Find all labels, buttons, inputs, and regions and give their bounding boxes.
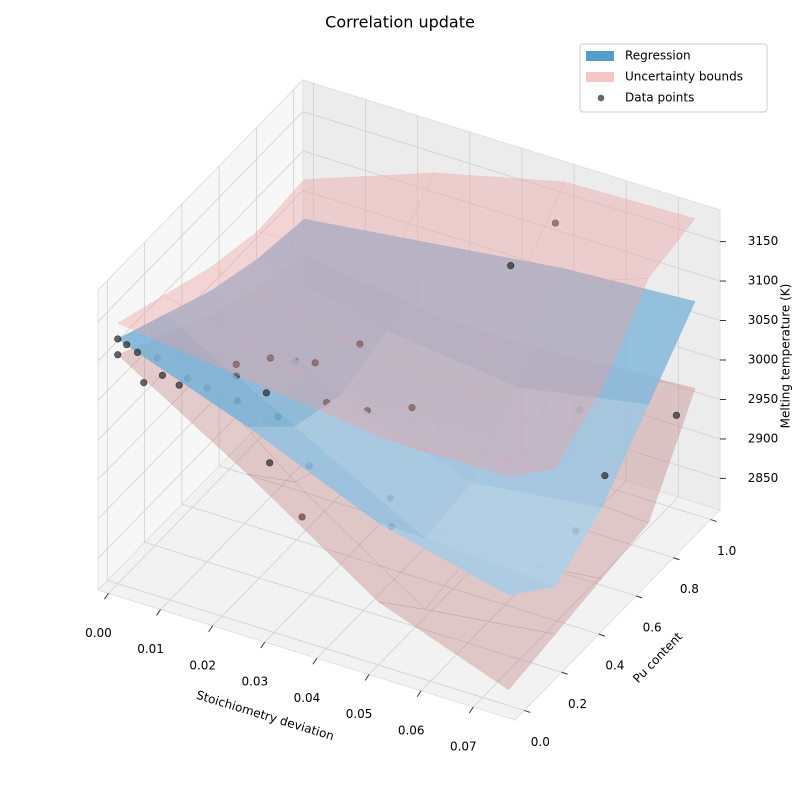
z-tick-label: 2850 <box>748 471 779 485</box>
z-axis-label: Melting temperature (K) <box>779 284 793 429</box>
data-point <box>408 404 416 412</box>
legend: Regression Uncertainty bounds Data points <box>579 43 768 113</box>
data-point <box>507 262 515 270</box>
uncertainty-surface <box>117 294 296 380</box>
data-point <box>551 219 560 227</box>
y-tick <box>710 519 717 523</box>
grid-line <box>107 580 525 711</box>
x-tick-label: 0.02 <box>189 658 216 672</box>
chart-title: Correlation update <box>325 13 475 32</box>
y-tick-label: 0.6 <box>643 620 662 634</box>
plot-area <box>114 172 696 691</box>
uncertainty-surface <box>247 371 426 452</box>
grid-line <box>97 190 304 401</box>
uncertainty-surface <box>471 277 649 390</box>
x-tick-label: 0.01 <box>137 642 164 656</box>
uncertainty-surface <box>378 601 556 691</box>
data-point <box>158 371 167 379</box>
y-tick-label: 0.8 <box>680 582 699 596</box>
data-point <box>175 381 183 389</box>
z-tick-label: 3150 <box>748 234 779 248</box>
x-tick-label: 0.04 <box>294 691 321 705</box>
uncertainty-surface <box>210 231 389 340</box>
x-tick <box>104 592 109 600</box>
uncertainty-surface <box>340 267 519 389</box>
x-tick <box>364 674 370 681</box>
legend-label: Uncertainty bounds <box>625 70 743 84</box>
x-tick <box>260 641 266 649</box>
x-tick-label: 0.07 <box>450 740 477 754</box>
y-tick-label: 0.2 <box>568 697 587 711</box>
legend-marker <box>597 94 605 102</box>
data-point <box>262 389 270 397</box>
data-point <box>298 513 306 521</box>
legend-box <box>579 43 768 113</box>
x-tick-label: 0.00 <box>85 626 112 640</box>
data-point <box>311 359 319 367</box>
x-tick <box>156 609 161 616</box>
grid-line <box>181 503 599 635</box>
grid-line <box>302 150 721 282</box>
y-tick <box>561 671 568 675</box>
x-tick <box>312 657 318 665</box>
data-point <box>114 351 122 359</box>
z-tick-label: 2900 <box>748 431 779 445</box>
x-tick <box>416 690 422 698</box>
x-tick-label: 0.06 <box>398 723 425 737</box>
uncertainty-surface <box>517 181 696 286</box>
legend-swatch <box>586 51 614 61</box>
legend-label: Data points <box>625 91 694 105</box>
grid-line <box>473 496 679 708</box>
y-tick-label: 0.4 <box>605 659 624 673</box>
uncertainty-surface <box>424 387 603 469</box>
data-point <box>672 411 681 419</box>
data-point <box>114 335 122 343</box>
uncertainty-surface <box>387 172 566 286</box>
data-point <box>232 360 240 368</box>
grid-line <box>97 111 304 322</box>
regression-surface <box>378 522 557 596</box>
grid-line <box>144 541 562 673</box>
y-tick <box>673 557 680 561</box>
legend-label: Regression <box>625 49 691 63</box>
uncertainty-surface <box>294 339 472 452</box>
legend-swatch <box>586 72 614 82</box>
x-tick <box>468 706 474 714</box>
z-tick-label: 3100 <box>748 274 779 288</box>
y-tick <box>598 633 606 637</box>
data-point <box>266 459 274 467</box>
grid-line <box>302 111 721 242</box>
uncertainty-surface <box>257 172 435 269</box>
y-tick-label: 1.0 <box>717 544 736 558</box>
data-point <box>123 341 131 349</box>
grid-line <box>97 150 304 362</box>
data-point <box>601 472 609 480</box>
data-point <box>140 379 148 387</box>
uncertainty-surface <box>247 473 426 610</box>
z-tick-label: 3000 <box>748 353 779 367</box>
z-tick-label: 3050 <box>748 313 779 327</box>
z-tick-label: 2950 <box>748 392 779 406</box>
x-tick-label: 0.05 <box>346 707 373 721</box>
data-point <box>356 340 364 348</box>
y-tick-label: 0.0 <box>531 735 550 749</box>
x-tick <box>208 625 214 633</box>
uncertainty-surface <box>378 435 556 477</box>
x-tick-label: 0.03 <box>241 675 268 689</box>
data-point <box>133 348 142 357</box>
y-tick <box>635 595 643 599</box>
y-tick <box>524 709 531 713</box>
y-axis-label: Pu content <box>630 629 685 685</box>
uncertainty-surface <box>163 266 342 372</box>
data-point <box>266 354 275 362</box>
